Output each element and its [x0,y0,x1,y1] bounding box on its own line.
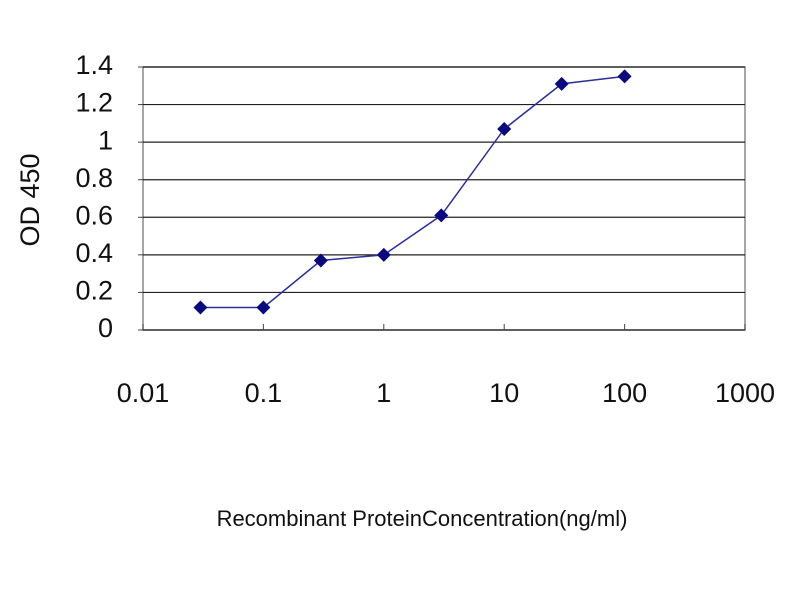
data-point [313,253,328,268]
data-point [497,121,512,136]
y-tick-label: 1 [98,125,113,155]
y-tick-label: 0.6 [75,200,113,230]
data-point [256,300,271,315]
x-tick-label: 10 [489,378,519,408]
plot-area [142,66,746,331]
data-point [193,300,208,315]
data-point [376,247,391,262]
x-tick-label: 1000 [715,378,775,408]
data-point [434,208,449,223]
y-tick-label: 0 [98,313,113,343]
data-point [554,76,569,91]
y-tick-label: 0.4 [75,238,113,268]
x-tick-label: 100 [602,378,647,408]
data-line [200,75,625,309]
y-axis-label: OD 450 [15,153,45,246]
x-tick-label: 0.01 [117,378,170,408]
y-tick-label: 1.2 [75,88,113,118]
x-tick-label: 1 [376,378,391,408]
y-tick-label: 0.8 [75,163,113,193]
data-point [617,69,632,84]
y-tick-label: 1.4 [75,50,113,80]
x-tick-label: 0.1 [245,378,283,408]
y-tick-label: 0.2 [75,276,113,306]
x-axis-label: Recombinant ProteinConcentration(ng/ml) [217,506,628,531]
